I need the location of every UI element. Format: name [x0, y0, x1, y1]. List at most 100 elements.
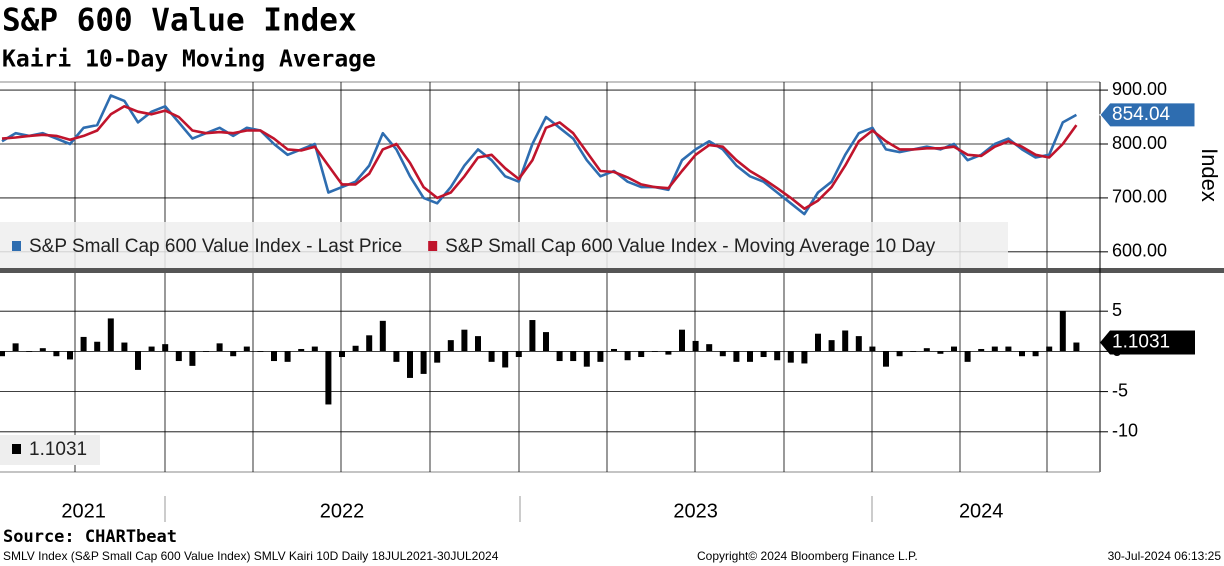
bar [747, 351, 753, 362]
bar [447, 340, 454, 352]
bar [706, 344, 713, 352]
footer-right: 30-Jul-2024 06:13:25 [1108, 549, 1222, 563]
bar [638, 351, 645, 358]
bar [352, 345, 359, 352]
bar [475, 336, 481, 352]
bar [80, 336, 87, 352]
bar [923, 348, 930, 352]
bar [515, 351, 522, 358]
bar [1005, 346, 1012, 352]
bar [148, 346, 155, 352]
bar [67, 351, 73, 360]
bar [760, 351, 767, 358]
bar [964, 351, 971, 362]
x-tick-label: 2023 [673, 500, 718, 522]
bar [679, 329, 685, 352]
last-value-label: 854.04 [1112, 104, 1171, 125]
bar [502, 351, 509, 368]
bar [774, 351, 781, 361]
bar [325, 351, 332, 405]
bar [189, 351, 196, 366]
bar [597, 351, 604, 362]
bar [12, 343, 19, 352]
y-axis-label: Index [1197, 148, 1222, 202]
bar [828, 340, 835, 352]
last-value-label: 1.1031 [1112, 332, 1170, 353]
y-tick-label: -10 [1112, 421, 1138, 441]
footer-left: SMLV Index (S&P Small Cap 600 Value Inde… [3, 549, 499, 563]
legend: 1.1031 [0, 435, 100, 465]
bar [53, 351, 60, 357]
bar [651, 351, 658, 352]
bar [1059, 311, 1066, 352]
bar [692, 340, 699, 352]
bar [910, 351, 917, 352]
bar [135, 351, 141, 370]
bar [719, 351, 726, 357]
bar [420, 351, 427, 374]
legend-swatch [12, 444, 21, 454]
chart-subtitle: Kairi 10-Day Moving Average [2, 47, 376, 73]
x-tick-label: 2024 [959, 500, 1004, 522]
y-tick-label: 800.00 [1112, 133, 1167, 153]
bar [855, 336, 862, 352]
bar [951, 346, 957, 352]
bar [407, 351, 413, 378]
bar [393, 351, 400, 362]
bar [243, 346, 250, 352]
bar [787, 351, 794, 363]
bar [611, 348, 617, 352]
bar [257, 351, 264, 352]
bar [94, 341, 101, 352]
bar [543, 332, 549, 352]
bar [570, 351, 577, 362]
x-tick-label: 2022 [320, 500, 365, 522]
line-series [1, 94, 1078, 216]
bar [0, 351, 5, 357]
legend-box [0, 222, 1008, 268]
bar [311, 346, 318, 352]
bar [1046, 346, 1053, 352]
bar [991, 346, 998, 352]
bar [733, 351, 740, 362]
bar [978, 348, 985, 352]
bar [815, 333, 821, 352]
bar [883, 351, 889, 367]
x-tick-label: 2021 [61, 500, 106, 522]
legend-label: 1.1031 [29, 439, 87, 460]
bar [298, 348, 305, 352]
y-tick-label: 700.00 [1112, 187, 1167, 207]
bar [339, 351, 345, 358]
bar [121, 342, 128, 352]
y-tick-label: -5 [1112, 380, 1128, 400]
bar [175, 351, 182, 362]
bar [162, 344, 169, 352]
bar [461, 329, 468, 352]
bar [583, 351, 590, 367]
bar [488, 351, 495, 362]
bar [366, 335, 373, 352]
bar [801, 351, 808, 364]
bar [203, 351, 209, 352]
source: Source: CHARTbeat [3, 527, 177, 547]
bar [1073, 342, 1080, 352]
bar [434, 351, 441, 363]
bar [842, 330, 849, 352]
y-tick-label: 600.00 [1112, 241, 1167, 261]
legend-swatch [12, 241, 21, 251]
bar [39, 348, 46, 352]
legend-label: S&P Small Cap 600 Value Index - Last Pri… [29, 236, 402, 257]
bar [230, 351, 237, 357]
last-value-tag [1099, 102, 1196, 128]
bar [107, 318, 114, 352]
bar [869, 346, 876, 352]
bar [379, 320, 386, 352]
legend: S&P Small Cap 600 Value Index - Last Pri… [0, 222, 1008, 268]
bar [556, 351, 563, 362]
bar [26, 351, 33, 352]
bar [284, 351, 291, 362]
last-value-tag [1100, 330, 1195, 355]
bar [271, 351, 277, 362]
